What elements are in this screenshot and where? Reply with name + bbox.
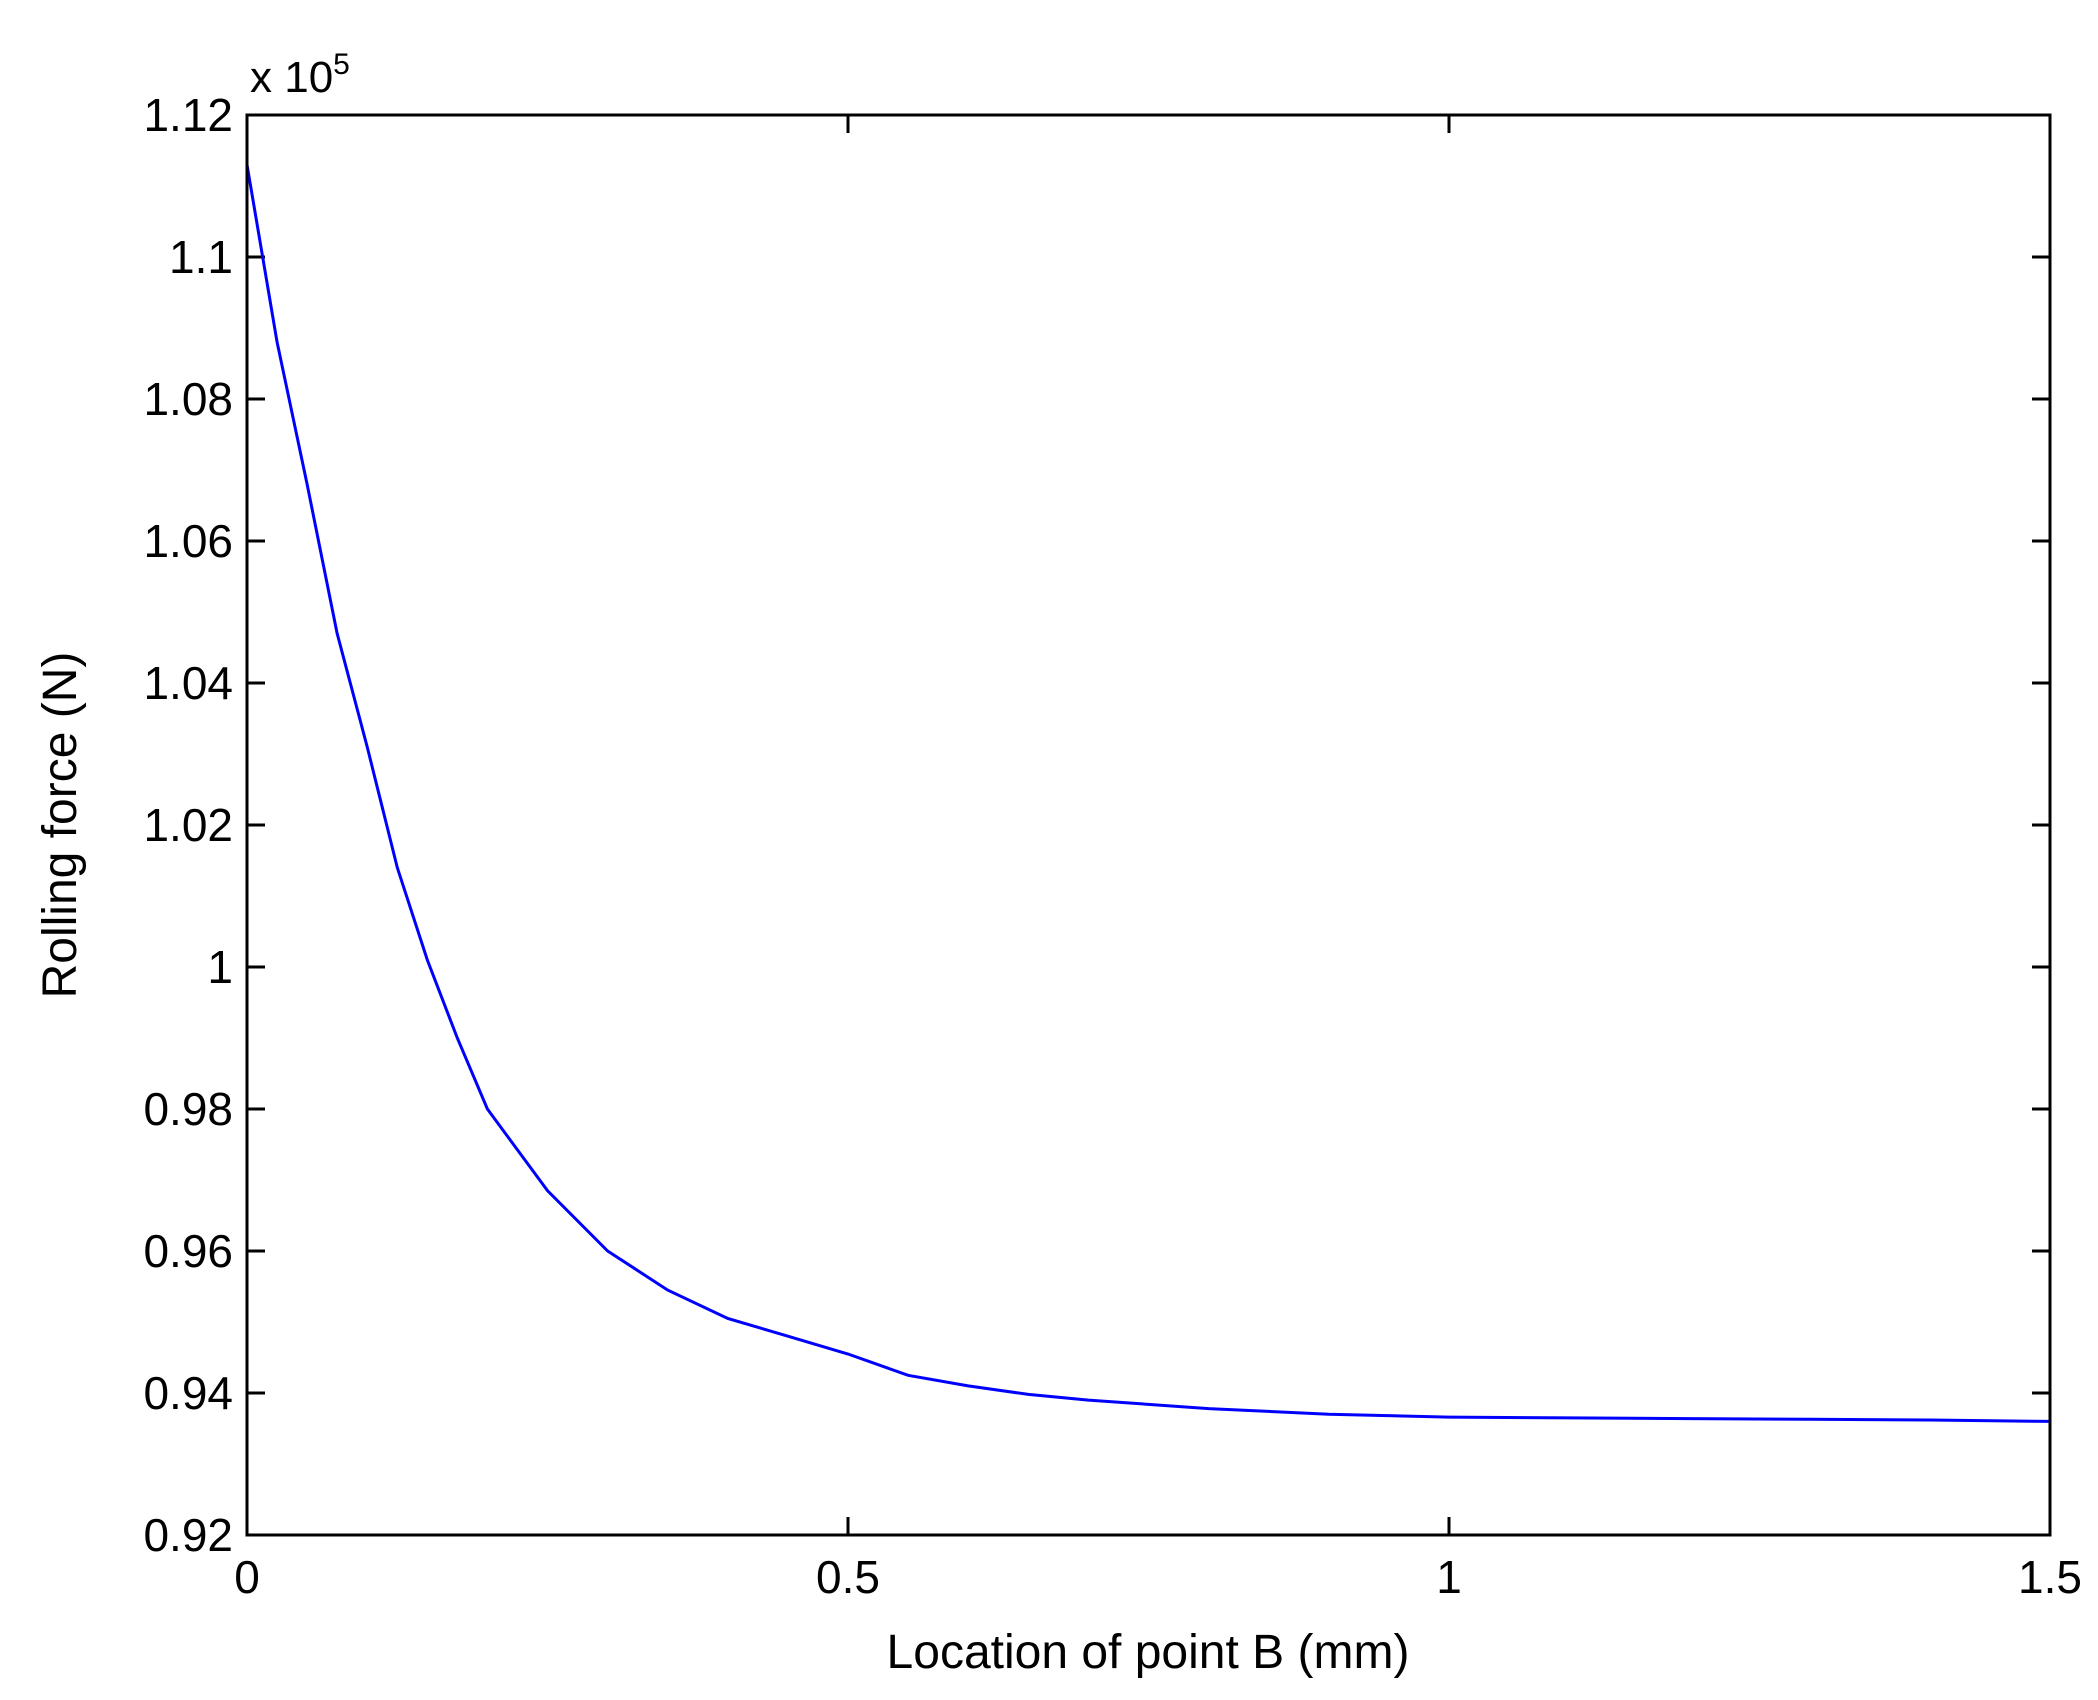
x-axis-label: Location of point B (mm) xyxy=(887,1626,1410,1679)
y-tick-label: 0.98 xyxy=(143,1083,233,1135)
series-line-rolling-force xyxy=(245,164,2051,1423)
y-axis-label: Rolling force (N) xyxy=(34,652,87,999)
y-tick-label: 1 xyxy=(207,941,233,993)
y-exponent-power: 5 xyxy=(333,48,350,81)
y-tick-label: 1.02 xyxy=(143,799,233,851)
y-tick-label: 1.06 xyxy=(143,515,233,567)
y-tick-label: 0.92 xyxy=(143,1509,233,1561)
y-tick-label: 0.94 xyxy=(143,1367,233,1419)
y-tick-label: 1.08 xyxy=(143,373,233,425)
x-tick-label: 0 xyxy=(234,1551,260,1603)
y-tick-label: 1.1 xyxy=(169,231,233,283)
tick-labels-layer: 0 0.5 1 1.5 0.92 0.94 0.96 0.98 1 1.02 1.04 1.06 1.0… xyxy=(143,89,2082,1603)
y-exponent-label: x 105 xyxy=(250,48,350,102)
y-tick-label: 0.96 xyxy=(143,1225,233,1277)
y-tick-label: 1.12 xyxy=(143,89,233,141)
x-tick-label: 1 xyxy=(1436,1551,1462,1603)
plot-frame xyxy=(245,113,2052,1537)
x-tick-label: 0.5 xyxy=(816,1551,880,1603)
y-tick-label: 1.04 xyxy=(143,657,233,709)
x-tick-label: 1.5 xyxy=(2018,1551,2082,1603)
y-exponent-prefix: x 10 xyxy=(250,53,333,102)
